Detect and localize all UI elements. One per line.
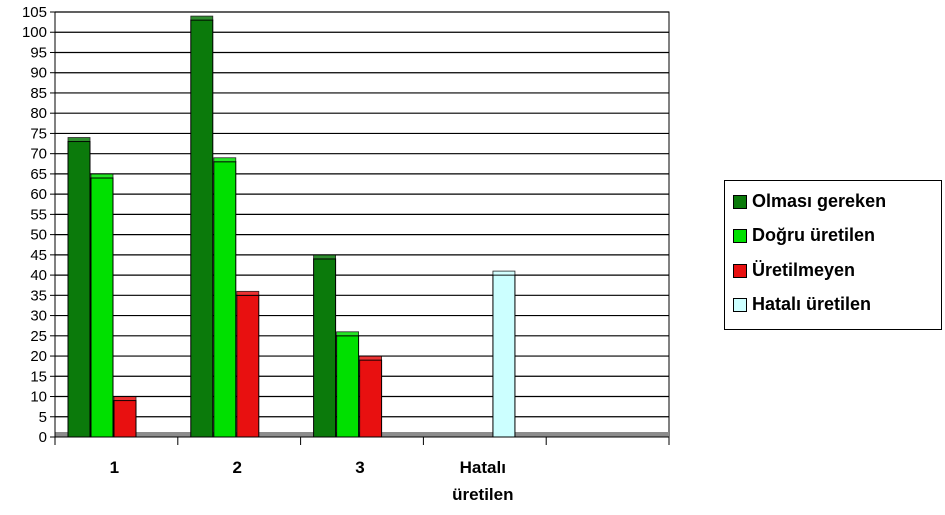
bars-group xyxy=(67,15,516,438)
x-tick-labels: 1 2 3 Hatalı üretilen xyxy=(110,458,514,504)
y-tick-label: 85 xyxy=(30,85,47,102)
y-tick-label: 35 xyxy=(30,287,47,304)
bar-body xyxy=(313,258,337,438)
x-tick-label: Hatalı xyxy=(460,458,506,477)
y-tick-label: 20 xyxy=(30,348,47,365)
legend-swatch xyxy=(733,263,747,278)
y-tick-label: 5 xyxy=(39,409,47,426)
bar-chart: 0 5 10 15 20 25 30 35 40 45 50 55 60 65 70 75 80 85 90 95 10… xyxy=(22,4,670,504)
bar xyxy=(492,270,516,438)
bar-body xyxy=(67,141,91,438)
bar xyxy=(313,254,337,438)
bar-body xyxy=(359,359,383,438)
y-tick-label: 65 xyxy=(30,166,47,183)
y-tick-label: 30 xyxy=(30,308,47,325)
bar xyxy=(236,290,260,438)
bar xyxy=(113,396,137,438)
y-tick-label: 0 xyxy=(39,429,47,446)
y-tick-label: 95 xyxy=(30,44,47,61)
legend-item-hatali-uretilen: Hatalı üretilen xyxy=(733,294,871,315)
y-tick-label: 10 xyxy=(30,389,47,406)
bar-body xyxy=(90,177,114,438)
legend-label: Olması gereken xyxy=(752,191,887,211)
legend-label: Doğru üretilen xyxy=(752,225,876,245)
bar xyxy=(359,355,383,438)
bar-top xyxy=(90,173,114,179)
legend-swatch xyxy=(733,194,747,209)
bar-top xyxy=(113,396,137,401)
bar-body xyxy=(190,19,214,438)
legend: Olması gereken Doğru üretilen Üretilmeye… xyxy=(724,180,942,330)
y-tick-label: 105 xyxy=(22,4,47,21)
legend-item-uretilmeyen: Üretilmeyen xyxy=(733,260,855,281)
y-tick-label: 80 xyxy=(30,105,47,122)
legend-label: Hatalı üretilen xyxy=(752,294,872,314)
y-tick-label: 75 xyxy=(30,125,47,142)
y-tick-label: 15 xyxy=(30,368,47,385)
bar-body xyxy=(236,294,260,438)
axes xyxy=(50,11,670,445)
x-tick-label: üretilen xyxy=(452,485,513,504)
y-tick-labels: 0 5 10 15 20 25 30 35 40 45 50 55 60 65 70 75 80 85 90 95 10… xyxy=(22,4,47,446)
y-tick-label: 25 xyxy=(30,328,47,345)
legend-swatch xyxy=(733,297,747,312)
bar-top xyxy=(492,270,516,276)
x-tick-label: 2 xyxy=(232,458,241,477)
bar xyxy=(336,331,360,438)
bar xyxy=(90,173,114,438)
legend-item-dogru-uretilen: Doğru üretilen xyxy=(733,225,875,246)
bar-top xyxy=(67,137,91,142)
bar-body xyxy=(336,335,360,438)
bar-body xyxy=(492,274,516,438)
y-tick-label: 60 xyxy=(30,186,47,203)
y-tick-label: 90 xyxy=(30,65,47,82)
bar xyxy=(213,157,237,438)
bar-top xyxy=(336,331,360,337)
bar-body xyxy=(113,400,137,438)
bar xyxy=(190,15,214,438)
bar-body xyxy=(213,161,237,438)
bar-top xyxy=(236,290,260,296)
legend-swatch xyxy=(733,228,747,243)
y-tick-label: 100 xyxy=(22,24,47,41)
bar-top xyxy=(359,355,383,361)
bar-top xyxy=(313,254,337,260)
x-tick-label: 3 xyxy=(355,458,364,477)
legend-label: Üretilmeyen xyxy=(752,260,856,280)
y-tick-label: 45 xyxy=(30,247,47,264)
bar-top xyxy=(190,15,214,21)
bar xyxy=(67,137,91,438)
y-tick-label: 50 xyxy=(30,227,47,244)
legend-item-olmasi-gereken: Olması gereken xyxy=(733,191,886,212)
bar-top xyxy=(213,157,237,163)
y-tick-label: 40 xyxy=(30,267,47,284)
y-tick-label: 55 xyxy=(30,206,47,223)
x-tick-label: 1 xyxy=(110,458,119,477)
y-tick-label: 70 xyxy=(30,146,47,163)
